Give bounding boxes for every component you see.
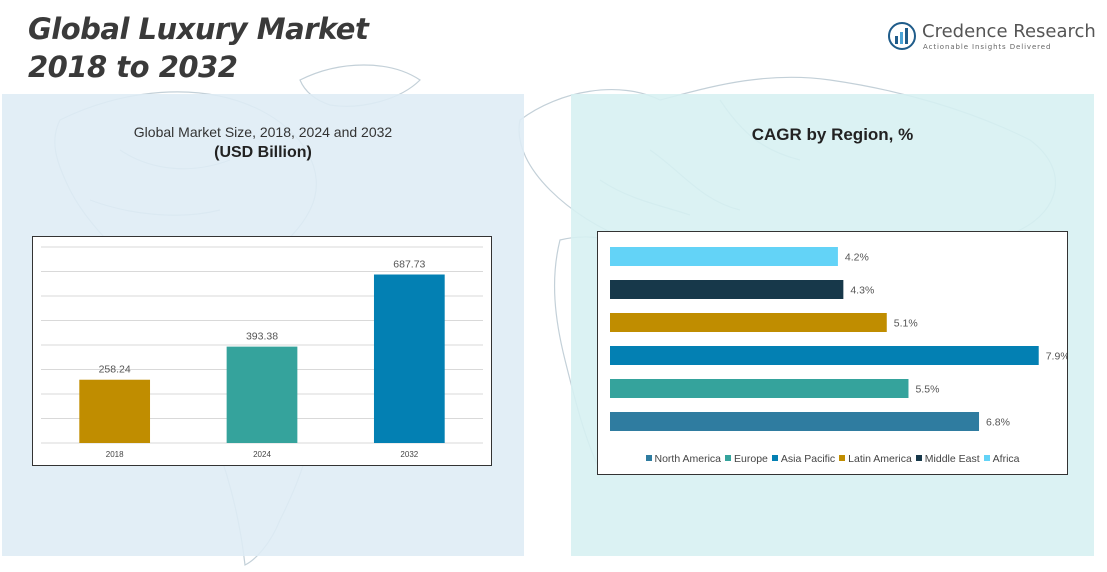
legend-swatch — [839, 455, 846, 461]
legend-swatch — [915, 455, 922, 461]
legend-item: Latin America — [839, 453, 912, 465]
brand-logo: Credence Research Actionable Insights De… — [888, 20, 1096, 54]
legend-item: Africa — [983, 453, 1020, 465]
page-title: Global Luxury Market 2018 to 2032 — [28, 10, 369, 86]
page-title-line-2: 2018 to 2032 — [28, 50, 238, 84]
bar-2018 — [79, 379, 151, 443]
bar-2032 — [373, 274, 445, 443]
x-tick-label: 2032 — [400, 450, 418, 459]
legend-item: Asia Pacific — [771, 453, 836, 465]
legend-label: Latin America — [848, 453, 912, 465]
x-tick-label: 2024 — [253, 450, 271, 459]
legend-label: Asia Pacific — [780, 453, 836, 465]
bar-value-label: 393.38 — [246, 331, 278, 343]
legend-label: Europe — [734, 453, 768, 465]
bar-middle-east — [610, 280, 844, 299]
legend-label: Middle East — [924, 453, 980, 465]
legend-item: North America — [645, 453, 722, 465]
bar-value-label: 7.9% — [1046, 351, 1067, 363]
bar-africa — [610, 247, 838, 266]
market-size-subtitle: Global Market Size, 2018, 2024 and 2032 — [133, 124, 393, 140]
market-size-panel: Global Market Size, 2018, 2024 and 2032 … — [2, 94, 524, 556]
legend-label: Africa — [992, 453, 1020, 465]
bar-value-label: 4.3% — [850, 285, 874, 297]
brand-name: Credence Research — [922, 21, 1096, 42]
legend-label: North America — [654, 453, 722, 465]
bar-chart-logo-icon — [888, 22, 916, 50]
cagr-legend: North America Europe Asia Pacific Latin Ame… — [598, 453, 1067, 465]
legend-item: Europe — [725, 453, 768, 465]
bar-value-label: 4.2% — [845, 252, 869, 264]
market-size-bar-chart: 258.24 2018 393.38 2024 687.73 2032 — [41, 246, 483, 459]
bar-2024 — [226, 346, 298, 443]
legend-swatch — [771, 455, 778, 461]
legend-swatch — [983, 455, 990, 461]
bar-value-label: 5.5% — [915, 384, 939, 396]
bar-latin-america — [610, 313, 887, 332]
bar-value-label: 6.8% — [986, 417, 1010, 429]
legend-swatch — [725, 455, 732, 461]
bar-value-label: 258.24 — [99, 364, 131, 376]
bar-europe — [610, 379, 909, 398]
legend-swatch — [645, 455, 652, 461]
cagr-chart: 4.2% 4.3% 5.1% 7.9% 5.5% 6.8% North America Eu… — [597, 231, 1068, 475]
legend-item: Middle East — [915, 453, 980, 465]
x-tick-label: 2018 — [106, 450, 124, 459]
bar-value-label: 5.1% — [894, 318, 918, 330]
page-title-line-1: Global Luxury Market — [28, 12, 369, 46]
bar-north-america — [610, 412, 980, 431]
cagr-title: CAGR by Region, % — [751, 125, 914, 144]
bar-value-label: 687.73 — [393, 259, 425, 271]
market-size-chart: 258.24 2018 393.38 2024 687.73 2032 — [32, 236, 492, 466]
cagr-panel: CAGR by Region, % 4.2% 4.3% 5.1% 7.9% 5.5% 6.… — [571, 94, 1094, 556]
brand-tagline: Actionable Insights Delivered — [923, 43, 1052, 51]
cagr-bar-chart: 4.2% 4.3% 5.1% 7.9% 5.5% 6.8% — [610, 247, 1067, 431]
market-size-unit: (USD Billion) — [214, 144, 312, 161]
bar-asia-pacific — [610, 346, 1039, 365]
